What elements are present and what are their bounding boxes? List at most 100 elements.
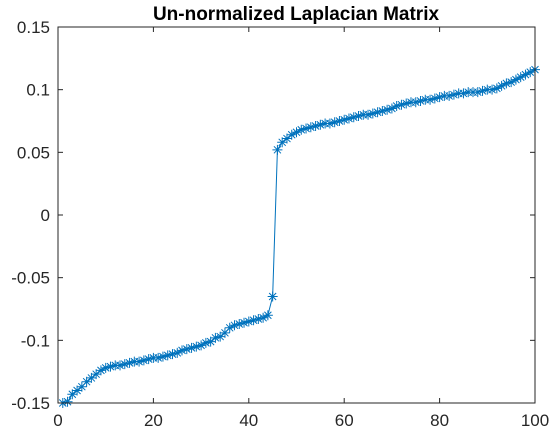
data-point bbox=[491, 83, 502, 94]
data-point bbox=[91, 369, 102, 380]
data-point bbox=[272, 144, 283, 155]
y-tick-label: -0.15 bbox=[11, 394, 50, 413]
data-point bbox=[339, 114, 350, 125]
data-point bbox=[258, 312, 269, 323]
x-tick-label: 0 bbox=[53, 411, 62, 430]
y-tick-label: 0.15 bbox=[17, 18, 50, 37]
data-point bbox=[115, 360, 126, 371]
data-point bbox=[177, 345, 188, 356]
y-tick-label: 0.1 bbox=[26, 81, 50, 100]
data-point bbox=[363, 109, 374, 120]
data-point bbox=[62, 396, 73, 407]
data-point bbox=[196, 340, 207, 351]
data-point bbox=[210, 332, 221, 343]
data-point bbox=[262, 310, 273, 321]
data-point bbox=[186, 342, 197, 353]
data-point bbox=[86, 372, 97, 383]
data-point bbox=[472, 87, 483, 98]
data-point bbox=[181, 344, 192, 355]
data-point bbox=[386, 103, 397, 114]
ticks-layer: 0 20 40 60 80 100 -0.15 -0.1 -0.05 0 0.05 0.1 0.15 bbox=[11, 18, 549, 430]
x-tick-label: 80 bbox=[430, 411, 449, 430]
data-point bbox=[157, 351, 168, 362]
data-point bbox=[458, 88, 469, 99]
y-tick-label: 0.05 bbox=[17, 143, 50, 162]
data-point bbox=[286, 129, 297, 140]
data-point bbox=[425, 94, 436, 105]
data-point bbox=[200, 337, 211, 348]
data-point bbox=[367, 108, 378, 119]
data-point bbox=[119, 359, 130, 370]
plot-area bbox=[58, 27, 535, 403]
y-tick-label: -0.1 bbox=[21, 331, 50, 350]
data-point bbox=[410, 97, 421, 108]
data-point bbox=[105, 361, 116, 372]
data-point bbox=[301, 123, 312, 134]
data-point bbox=[525, 67, 536, 78]
data-point bbox=[477, 85, 488, 96]
data-point bbox=[396, 99, 407, 110]
data-point bbox=[191, 341, 202, 352]
data-point bbox=[334, 116, 345, 126]
data-point bbox=[167, 349, 178, 360]
data-point bbox=[310, 121, 321, 132]
data-point bbox=[81, 376, 92, 387]
data-point bbox=[429, 93, 440, 104]
data-point bbox=[95, 365, 106, 376]
data-point bbox=[315, 119, 326, 130]
series-line bbox=[62, 69, 536, 404]
data-point bbox=[324, 118, 335, 129]
data-point bbox=[239, 317, 250, 328]
data-point bbox=[515, 72, 526, 83]
data-point bbox=[224, 322, 235, 333]
data-point bbox=[134, 356, 145, 367]
data-point bbox=[487, 84, 498, 95]
x-tick-label: 20 bbox=[144, 411, 163, 430]
data-point bbox=[215, 331, 226, 342]
chart-title: Un-normalized Laplacian Matrix bbox=[153, 4, 440, 25]
data-point bbox=[444, 90, 455, 101]
data-point bbox=[243, 316, 254, 327]
x-tick-label: 40 bbox=[239, 411, 258, 430]
data-point bbox=[143, 354, 154, 365]
data-point bbox=[124, 357, 135, 368]
series-layer bbox=[57, 64, 540, 408]
data-point bbox=[248, 315, 259, 326]
data-point bbox=[100, 362, 111, 373]
data-point bbox=[415, 95, 426, 106]
data-point bbox=[205, 336, 216, 347]
data-point bbox=[353, 110, 364, 121]
data-point bbox=[296, 124, 307, 135]
data-point bbox=[138, 355, 149, 366]
data-point bbox=[76, 381, 87, 392]
data-point bbox=[510, 74, 521, 85]
data-point bbox=[506, 77, 517, 88]
data-point bbox=[229, 320, 240, 331]
data-point bbox=[67, 389, 78, 400]
data-point bbox=[281, 133, 292, 144]
data-point bbox=[234, 319, 245, 330]
data-point bbox=[277, 137, 288, 148]
data-point bbox=[253, 314, 264, 325]
data-point bbox=[348, 112, 359, 123]
data-point bbox=[305, 122, 316, 133]
data-point bbox=[520, 69, 531, 80]
y-tick-label: 0 bbox=[41, 206, 50, 225]
data-point bbox=[391, 100, 402, 111]
data-point bbox=[267, 291, 278, 302]
data-point bbox=[401, 98, 412, 109]
data-point bbox=[448, 89, 459, 100]
data-point bbox=[496, 80, 507, 91]
data-point bbox=[434, 92, 445, 103]
y-tick-label: -0.05 bbox=[11, 269, 50, 288]
data-point bbox=[343, 113, 354, 124]
x-tick-label: 100 bbox=[521, 411, 549, 430]
data-point bbox=[162, 350, 173, 361]
data-point bbox=[291, 127, 302, 138]
data-point bbox=[382, 104, 393, 115]
x-tick-label: 60 bbox=[335, 411, 354, 430]
data-point bbox=[377, 105, 388, 116]
data-point bbox=[172, 347, 183, 358]
data-point bbox=[329, 117, 340, 128]
